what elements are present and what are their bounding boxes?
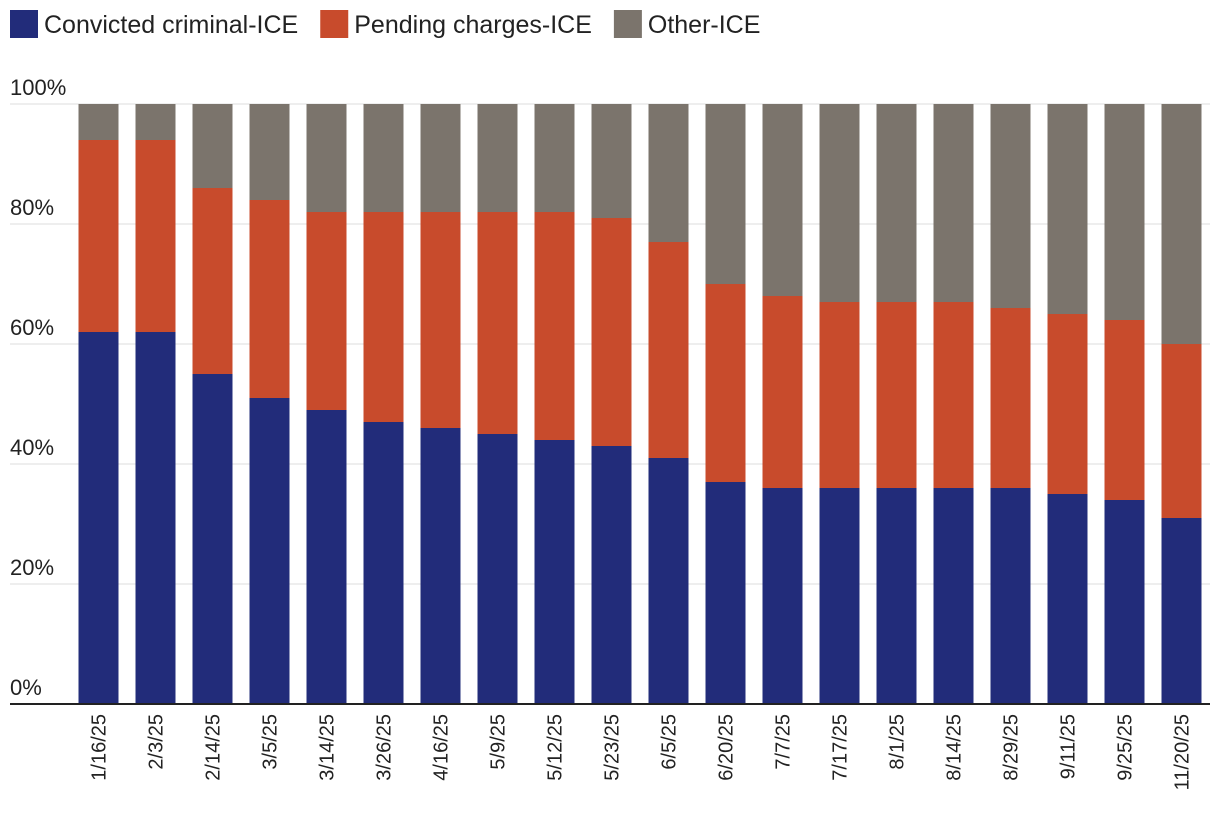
bar-segment — [876, 104, 917, 302]
bar-segment — [420, 428, 461, 704]
x-tick-label: 3/14/25 — [317, 714, 339, 781]
x-tick-label: 1/16/25 — [89, 714, 111, 781]
y-tick-label: 20% — [10, 555, 54, 580]
y-tick-label: 80% — [10, 195, 54, 220]
bar-segment — [1104, 320, 1145, 500]
bar-segment — [876, 302, 917, 488]
y-tick-label: 0% — [10, 675, 42, 700]
bar-segment — [249, 104, 290, 200]
legend-swatch — [320, 10, 349, 38]
bar-segment — [933, 104, 974, 302]
bar-segment — [135, 332, 176, 704]
bar-segment — [306, 410, 347, 704]
y-tick-label: 60% — [10, 315, 54, 340]
x-tick-label: 8/1/25 — [887, 714, 909, 770]
bar-segment — [876, 488, 917, 704]
bar-segment — [990, 104, 1031, 308]
bar-segment — [591, 446, 632, 704]
legend-label: Other-ICE — [648, 11, 761, 39]
bar-segment — [648, 242, 689, 458]
y-tick-label: 40% — [10, 435, 54, 460]
x-tick-label: 5/23/25 — [602, 714, 624, 781]
bar-segment — [819, 302, 860, 488]
x-tick-label: 5/9/25 — [488, 714, 510, 770]
bar-segment — [249, 398, 290, 704]
bar-segment — [477, 434, 518, 704]
bar-segment — [135, 104, 176, 140]
bar-segment — [534, 104, 575, 212]
bar-segment — [420, 212, 461, 428]
x-tick-label: 6/5/25 — [659, 714, 681, 770]
bar-segment — [192, 374, 233, 704]
bar-segment — [762, 488, 803, 704]
bar-segment — [933, 488, 974, 704]
bar-segment — [192, 188, 233, 374]
x-tick-label: 2/14/25 — [203, 714, 225, 781]
bar-segment — [363, 422, 404, 704]
bar-segment — [477, 104, 518, 212]
bar-segment — [705, 104, 746, 284]
bar-segment — [1161, 104, 1202, 344]
bar-segment — [477, 212, 518, 434]
bar-segment — [306, 212, 347, 410]
bar-segment — [192, 104, 233, 188]
legend-swatch — [10, 10, 38, 38]
legend-label: Pending charges-ICE — [354, 11, 592, 39]
x-tick-label: 4/16/25 — [431, 714, 453, 781]
bar-segment — [933, 302, 974, 488]
x-tick-label: 3/5/25 — [260, 714, 282, 770]
bar-segment — [705, 284, 746, 482]
x-tick-label: 8/14/25 — [944, 714, 966, 781]
x-tick-label: 11/20/25 — [1172, 714, 1194, 790]
legend-label: Convicted criminal-ICE — [44, 11, 298, 39]
y-tick-label: 100% — [10, 75, 66, 100]
bar-segment — [363, 104, 404, 212]
x-tick-label: 5/12/25 — [545, 714, 567, 781]
bar-segment — [534, 212, 575, 440]
bar-segment — [363, 212, 404, 422]
bar-segment — [705, 482, 746, 704]
bar-segment — [762, 296, 803, 488]
bar-segment — [78, 140, 119, 332]
x-tick-label: 3/26/25 — [374, 714, 396, 781]
bar-segment — [819, 488, 860, 704]
x-tick-label: 7/17/25 — [830, 714, 852, 781]
bar-segment — [78, 332, 119, 704]
x-tick-label: 8/29/25 — [1001, 714, 1023, 781]
bar-segment — [819, 104, 860, 302]
bar-segment — [1104, 500, 1145, 704]
bar-segment — [591, 218, 632, 446]
bar-segment — [1161, 518, 1202, 704]
bar-segment — [1161, 344, 1202, 518]
x-tick-label: 9/25/25 — [1115, 714, 1137, 781]
bar-segment — [306, 104, 347, 212]
bar-segment — [420, 104, 461, 212]
bar-segment — [648, 104, 689, 242]
x-tick-label: 7/7/25 — [773, 714, 795, 770]
bar-segment — [1104, 104, 1145, 320]
bar-segment — [1047, 494, 1088, 704]
bar-segment — [534, 440, 575, 704]
bar-segment — [78, 104, 119, 140]
bar-segment — [135, 140, 176, 332]
x-tick-label: 2/3/25 — [146, 714, 168, 770]
x-tick-label: 6/20/25 — [716, 714, 738, 781]
x-tick-label: 9/11/25 — [1058, 714, 1080, 779]
bar-segment — [762, 104, 803, 296]
bar-segment — [990, 488, 1031, 704]
bar-segment — [990, 308, 1031, 488]
bar-segment — [1047, 104, 1088, 314]
bar-segment — [249, 200, 290, 398]
bar-segment — [591, 104, 632, 218]
legend-swatch — [613, 10, 642, 38]
bar-segment — [1047, 314, 1088, 494]
bar-segment — [648, 458, 689, 704]
